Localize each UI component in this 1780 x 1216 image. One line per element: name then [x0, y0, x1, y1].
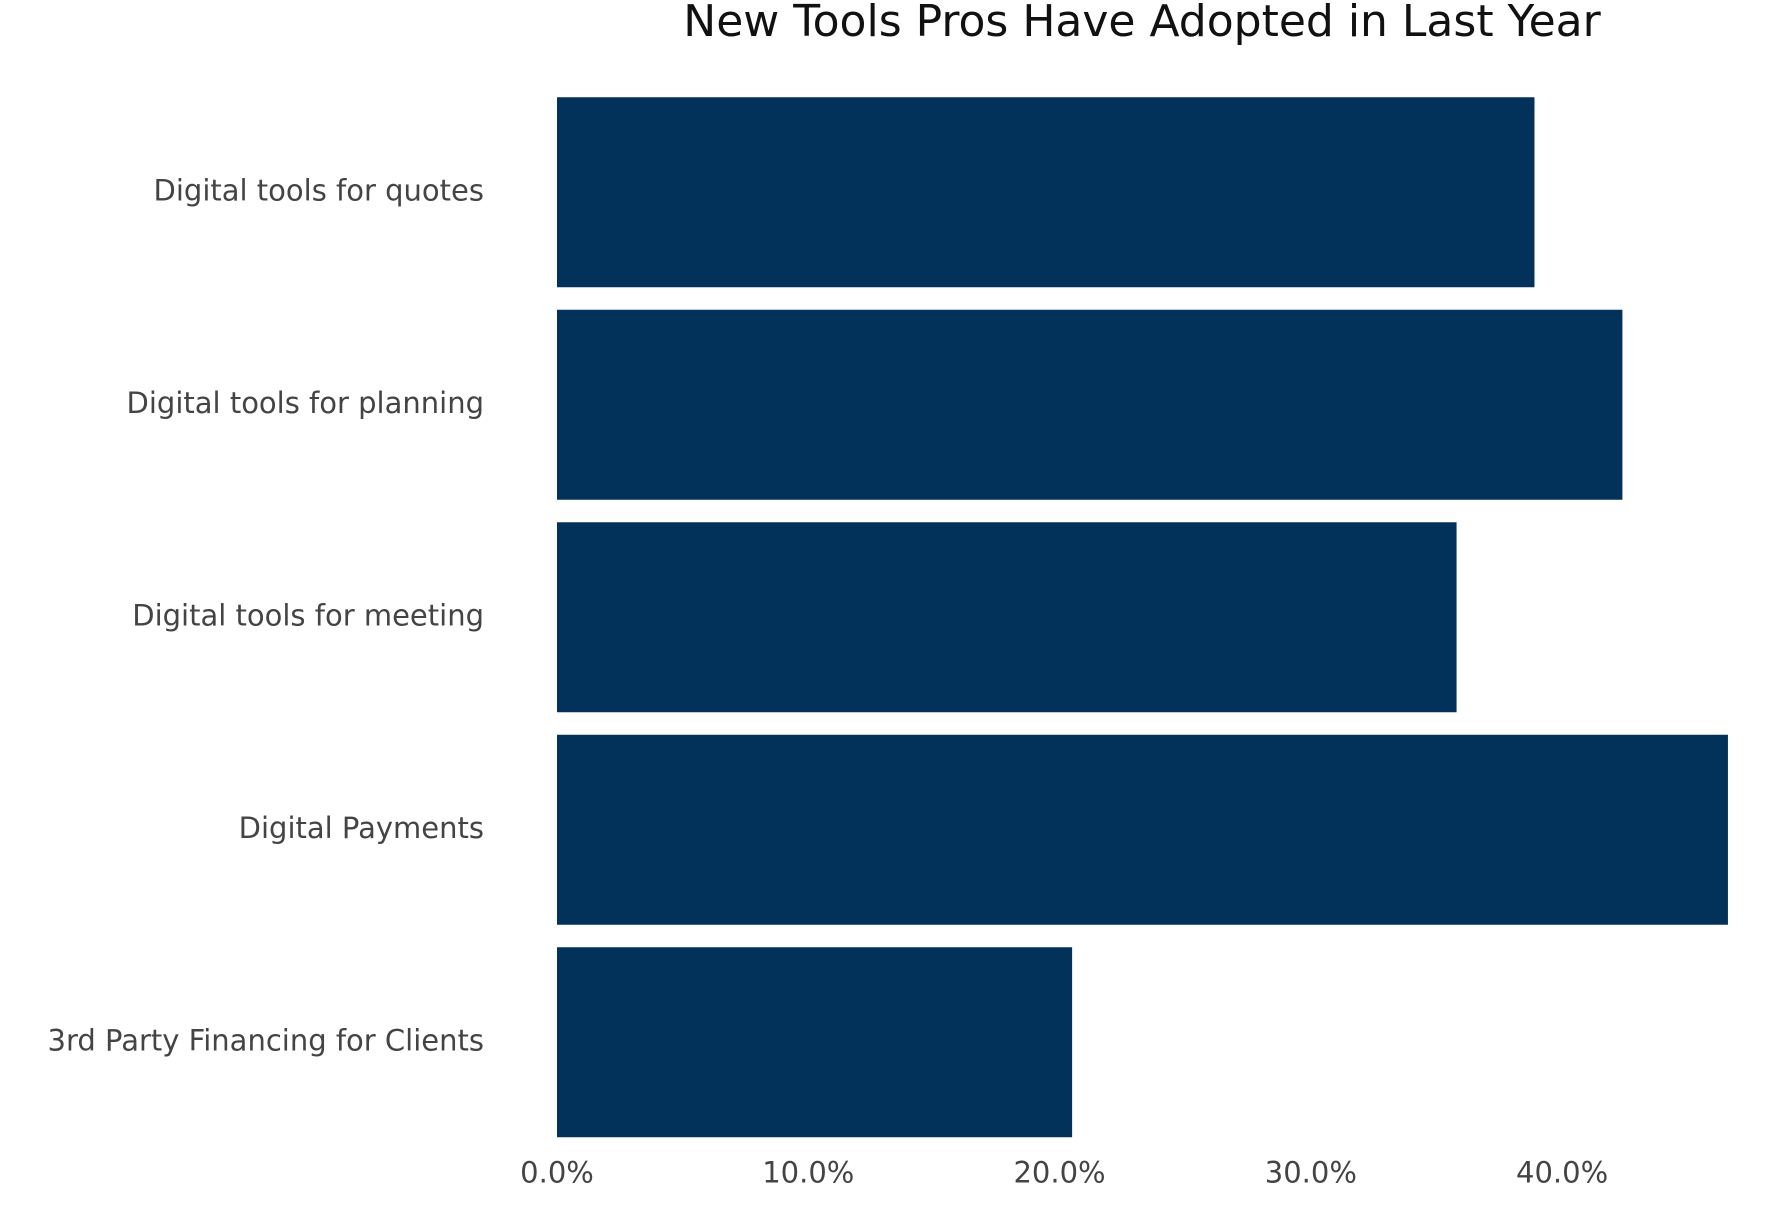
- x-tick-label: 10.0%: [762, 1156, 854, 1190]
- y-tick-label: 3rd Party Financing for Clients: [48, 1023, 484, 1057]
- x-tick-label: 30.0%: [1265, 1156, 1357, 1190]
- y-tick-label: Digital tools for meeting: [132, 598, 484, 632]
- y-tick-label: Digital tools for planning: [127, 386, 484, 420]
- chart-title: New Tools Pros Have Adopted in Last Year: [683, 0, 1601, 47]
- bar: [557, 947, 1073, 1138]
- y-tick-label: Digital Payments: [239, 811, 484, 845]
- x-tick-label: 0.0%: [520, 1156, 594, 1190]
- bar: [557, 522, 1457, 713]
- bar: [557, 97, 1535, 288]
- y-tick-label: Digital tools for quotes: [154, 173, 484, 207]
- x-tick-label: 40.0%: [1516, 1156, 1608, 1190]
- bar: [557, 734, 1728, 925]
- bar: [557, 309, 1623, 500]
- x-tick-label: 20.0%: [1013, 1156, 1105, 1190]
